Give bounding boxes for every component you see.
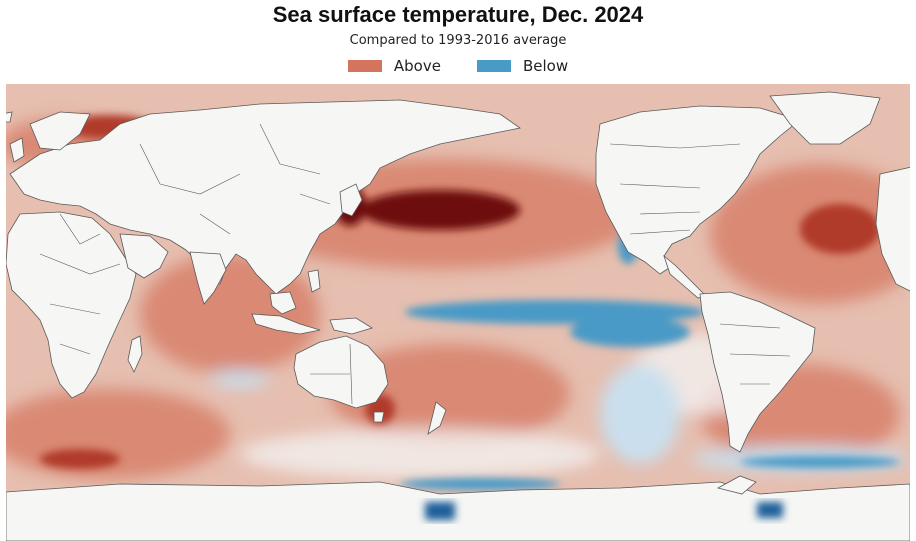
land-greenland bbox=[769, 91, 881, 145]
legend-label-below: Below bbox=[522, 57, 569, 75]
legend-swatch-above bbox=[347, 60, 382, 72]
anomaly-extreme bbox=[360, 190, 520, 230]
anomaly-cool-light bbox=[210, 371, 270, 387]
land-uk bbox=[9, 137, 25, 163]
anomaly-cool bbox=[400, 478, 560, 490]
land-tasmania bbox=[373, 411, 385, 423]
sea-ice-edge bbox=[425, 502, 783, 520]
anomaly-cool bbox=[740, 456, 900, 468]
land-eurasia bbox=[9, 99, 521, 295]
border-line bbox=[719, 323, 791, 385]
land-japan bbox=[339, 183, 363, 217]
anomaly-strong-warm bbox=[40, 449, 120, 469]
legend-item-above: Above bbox=[347, 57, 441, 75]
anomaly-warm bbox=[6, 389, 230, 479]
legend-swatch-below bbox=[476, 60, 511, 72]
land-europe-wrap bbox=[875, 166, 910, 292]
country-borders bbox=[39, 123, 791, 405]
ice-edge-streak bbox=[425, 502, 455, 520]
land-africa bbox=[6, 211, 137, 399]
land-scandinavia bbox=[29, 111, 91, 151]
border-line bbox=[39, 213, 121, 355]
anomaly-cool bbox=[570, 317, 690, 347]
ice-edge-streak bbox=[757, 502, 783, 518]
map-subtitle: Compared to 1993-2016 average bbox=[349, 33, 567, 48]
land-philippines bbox=[307, 269, 321, 293]
anomaly-neutral bbox=[240, 429, 600, 479]
land-borneo bbox=[269, 291, 297, 315]
land-iceland bbox=[6, 111, 13, 123]
border-line bbox=[609, 143, 741, 235]
land-new-guinea bbox=[329, 317, 373, 335]
land-australia bbox=[293, 335, 389, 409]
border-line bbox=[310, 343, 353, 405]
land-antarctic-peninsula bbox=[716, 475, 757, 495]
land-indonesia bbox=[251, 313, 321, 335]
border-line bbox=[139, 123, 331, 235]
land-india bbox=[189, 251, 227, 305]
land-masses bbox=[6, 91, 910, 541]
land-madagascar bbox=[127, 335, 143, 373]
anomaly-cool-light bbox=[600, 364, 680, 464]
land-south-america bbox=[699, 291, 816, 453]
land-new-zealand bbox=[427, 401, 447, 435]
land-arabia bbox=[119, 233, 169, 279]
map-title: Sea surface temperature, Dec. 2024 bbox=[272, 2, 644, 27]
anomaly-strong-warm bbox=[800, 204, 880, 254]
land-antarctica bbox=[6, 481, 910, 541]
legend-item-below: Below bbox=[476, 57, 569, 75]
legend-label-above: Above bbox=[393, 57, 441, 75]
legend: Above Below bbox=[0, 57, 916, 75]
world-map bbox=[0, 84, 916, 541]
